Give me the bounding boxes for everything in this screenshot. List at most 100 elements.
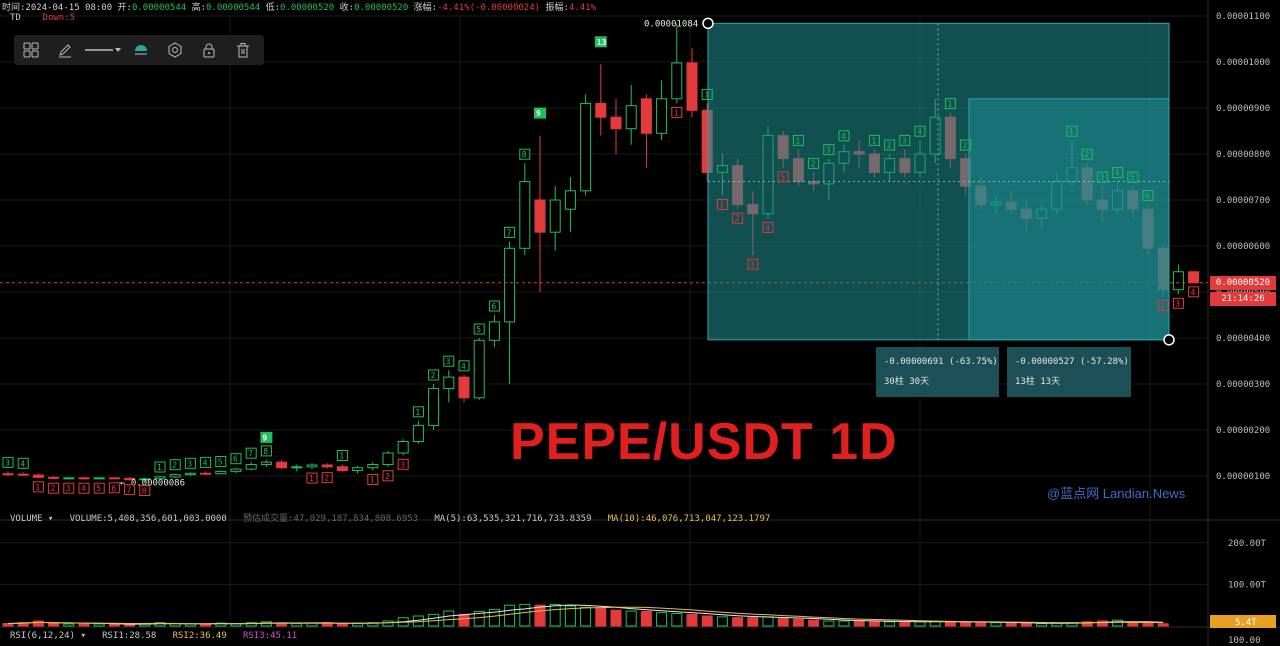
candle-up xyxy=(291,466,303,469)
volume-bar-up xyxy=(291,623,303,627)
candle-down xyxy=(321,464,333,468)
time-label: 时间: xyxy=(2,3,26,13)
candle-down xyxy=(108,477,120,480)
candle-up xyxy=(671,62,683,100)
volume-current-value: 5.4T xyxy=(1235,618,1257,628)
candle-up xyxy=(473,339,485,399)
td-setup-number: 9 xyxy=(262,433,267,442)
td-up-marker xyxy=(868,134,880,146)
td-up-number: 5 xyxy=(218,457,223,466)
td-down-marker xyxy=(732,212,744,224)
candle-down xyxy=(458,376,470,399)
td-up-number: 4 xyxy=(917,127,922,136)
measure-stats-2: -0.00000527 (-57.28%) 13柱 13天 xyxy=(1007,347,1131,397)
candle-up xyxy=(564,190,576,210)
indicator-legend[interactable]: TD Down:5 xyxy=(10,13,75,23)
volume-bar-down xyxy=(595,608,607,627)
td-down-number: 3 xyxy=(1175,299,1180,308)
trash-icon[interactable] xyxy=(226,35,260,65)
td-up-marker xyxy=(792,134,804,146)
lock-icon[interactable] xyxy=(192,35,226,65)
amplitude-value: 4.41% xyxy=(568,3,596,13)
td-down-marker xyxy=(48,482,60,494)
td-up-number: 3 xyxy=(446,357,451,366)
td-up-marker xyxy=(1142,190,1154,202)
drawing-toolbar xyxy=(14,35,264,65)
td-down-marker xyxy=(671,106,683,118)
td-up-number: 5 xyxy=(1130,173,1135,182)
td-down-marker xyxy=(1188,286,1200,298)
volume-bar-down xyxy=(1096,620,1108,627)
volume-bar-up xyxy=(990,622,1002,627)
td-setup-number: 9 xyxy=(536,109,541,118)
price-axis-label: 0.00000400 xyxy=(1216,334,1270,344)
td-down-number: 4 xyxy=(81,484,86,493)
td-up-number: 3 xyxy=(826,146,831,155)
td-up-marker xyxy=(838,130,850,142)
volume-value: 5,408,356,601,003.0000 xyxy=(107,514,227,524)
rsi-label[interactable]: RSI(6,12,24) xyxy=(10,631,76,641)
td-up-marker xyxy=(184,457,196,469)
candle-up xyxy=(625,105,637,130)
td-up-number: 4 xyxy=(1115,169,1120,178)
volume-bar-down xyxy=(124,624,136,627)
volume-bar-up xyxy=(823,620,835,627)
candle-up xyxy=(139,478,151,481)
ma10-value: 46,076,713,047,123.1797 xyxy=(645,514,771,524)
settings-icon[interactable] xyxy=(158,35,192,65)
td-up-marker xyxy=(519,148,531,160)
volume-ma10-line xyxy=(7,606,1164,625)
ohlc-info-bar: 时间:2024-04-15 08:00 开:0.00000544 高:0.000… xyxy=(2,0,596,13)
volume-bar-up xyxy=(1112,619,1124,627)
measure-bars-2: 13柱 13天 xyxy=(1015,377,1061,387)
volume-bar-down xyxy=(458,613,470,627)
td-up-marker xyxy=(443,355,455,367)
grid-icon[interactable] xyxy=(14,35,48,65)
td-up-number: 6 xyxy=(491,302,496,311)
price-axis-label: 0.00000300 xyxy=(1216,380,1270,390)
td-up-number: 1 xyxy=(871,136,876,145)
td-down-marker xyxy=(93,482,105,494)
td-up-number: 1 xyxy=(795,136,800,145)
candle-up xyxy=(306,464,318,468)
volume-bar-up xyxy=(671,613,683,627)
candle-up xyxy=(352,467,364,471)
volume-bar-down xyxy=(640,610,652,627)
td-up-marker xyxy=(914,125,926,137)
td-down-marker xyxy=(367,473,379,485)
td-down-number: 1 xyxy=(674,108,679,117)
pencil-icon[interactable] xyxy=(48,35,82,65)
td-up-marker xyxy=(169,459,181,471)
candle-down xyxy=(78,477,90,480)
volume-bar-up xyxy=(63,623,75,627)
candle-up xyxy=(488,321,500,341)
td-up-marker xyxy=(504,226,516,238)
amplitude-label: 振幅: xyxy=(545,3,569,13)
volume-bar-down xyxy=(336,623,348,627)
td-up-marker xyxy=(808,157,820,169)
volume-bar-down xyxy=(1142,623,1154,627)
td-up-marker xyxy=(245,447,257,459)
color-fill-icon[interactable] xyxy=(124,35,158,65)
volume-bar-down xyxy=(1157,623,1169,627)
candle-down xyxy=(17,473,29,476)
td-up-marker xyxy=(1066,125,1078,137)
candle-down xyxy=(32,474,44,478)
watermark: @蓝点网 Landian.News xyxy=(1047,486,1186,501)
td-up-number: 7 xyxy=(248,449,253,458)
volume-bar-up xyxy=(473,610,485,627)
change-label: 涨幅: xyxy=(413,3,438,13)
candle-down xyxy=(534,199,546,233)
td-up-marker xyxy=(336,450,348,461)
line-style-dropdown[interactable] xyxy=(82,35,124,65)
candle-up xyxy=(1172,271,1184,291)
candle-down xyxy=(640,98,652,134)
current-price-tag: 0.00000520 xyxy=(1210,276,1276,290)
candle-up xyxy=(519,181,531,249)
candle-up xyxy=(428,388,440,426)
candle-down xyxy=(200,472,212,475)
td-setup-marker xyxy=(594,36,607,48)
volume-label[interactable]: VOLUME xyxy=(10,514,43,524)
volume-bar-down xyxy=(701,615,713,627)
